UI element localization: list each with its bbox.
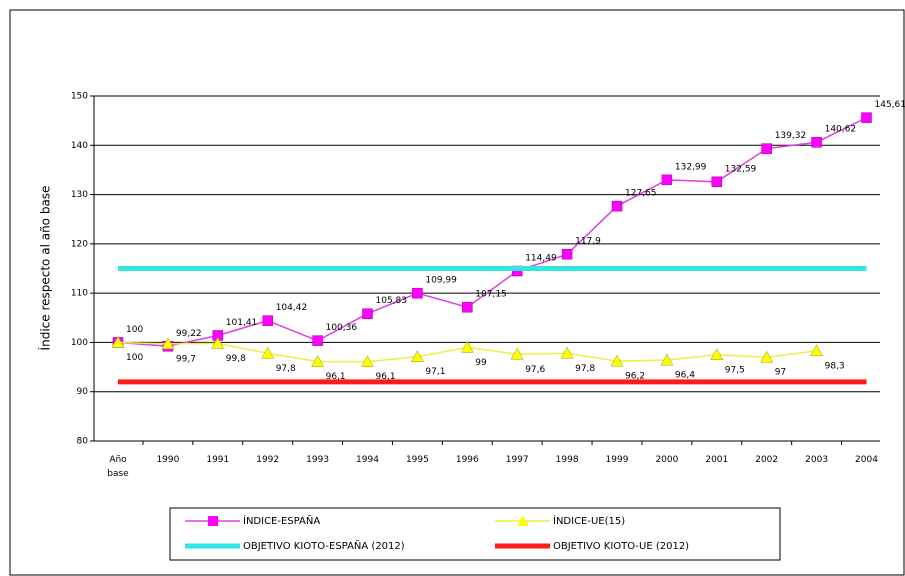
y-tick-label: 100 [71,338,88,348]
data-label: 100 [126,325,143,335]
series-line [117,116,867,348]
marker [262,315,273,326]
marker [510,347,524,360]
x-tick-label: 1996 [455,455,479,465]
data-label: 99 [475,358,487,368]
data-label: 96,1 [376,372,396,382]
data-label: 100,36 [326,323,358,333]
y-tick-label: 140 [71,141,88,151]
legend-label: OBJETIVO KIOTO-UE (2012) [553,541,689,552]
x-tick-label: 2000 [655,455,679,465]
legend-box [169,507,781,561]
marker [460,340,474,353]
x-tick-label: 2004 [855,455,878,465]
x-tick-label: Año base [107,455,129,479]
data-label: 99,7 [176,354,196,364]
marker [111,335,125,348]
legend-label: ÍNDICE-ESPAÑA [243,514,320,527]
data-label: 97,1 [425,367,445,377]
y-tick-label: 90 [77,387,89,397]
data-label: 132,59 [725,164,757,174]
data-label: 101,41 [226,318,257,328]
x-tick-label: 1990 [156,455,180,465]
marker [610,354,624,367]
y-tick-label: 110 [71,289,88,299]
legend-label: ÍNDICE-UE(15) [553,514,625,527]
marker [761,143,772,154]
marker [561,248,573,260]
data-label: 132,99 [675,162,707,172]
marker [462,301,473,313]
y-axis-label: Índice respecto al año base [38,186,53,351]
marker [362,308,373,319]
x-tick-label: 2001 [705,455,729,465]
data-label: 145,61 [875,100,905,110]
y-tick-label: 120 [71,239,88,249]
marker [311,355,325,367]
data-label: 104,42 [276,303,308,313]
legend-marker [517,515,529,526]
data-label: 140,62 [825,125,857,135]
marker [711,176,723,188]
data-label: 98,3 [825,361,845,371]
data-label: 99,8 [226,354,246,364]
marker [660,353,674,366]
data-label: 109,99 [425,276,457,286]
data-label: 97,8 [575,364,595,374]
x-tick-label: 1994 [356,455,379,465]
x-tick-label: 1991 [206,455,230,465]
marker [661,174,673,186]
x-tick-label: 2003 [805,455,829,465]
frame [9,9,905,576]
marker [211,336,225,349]
marker [410,350,424,362]
y-tick-label: 130 [71,190,88,200]
marker [312,335,323,346]
x-tick-label: 1995 [405,455,429,465]
marker [560,346,574,359]
marker [760,350,774,363]
marker [361,355,374,367]
data-label: 97 [775,368,786,378]
data-label: 114,49 [525,254,557,264]
marker [611,200,623,212]
marker [811,136,822,148]
data-label: 97,8 [276,364,296,374]
x-tick-label: 1999 [605,455,629,465]
data-label: 105,83 [376,296,408,306]
marker [710,348,724,360]
marker [861,112,872,123]
data-label: 117,9 [575,237,601,247]
data-label: 139,32 [775,131,807,141]
data-label: 97,5 [725,365,745,375]
x-tick-label: 1997 [505,455,529,465]
legend-label: OBJETIVO KIOTO-ESPAÑA (2012) [243,539,405,552]
x-tick-label: 2002 [755,455,779,465]
data-label: 99,22 [176,329,202,339]
data-label: 96,2 [625,372,645,382]
data-label: 107,15 [475,290,507,300]
data-label: 97,6 [525,365,545,375]
data-label: 100 [126,353,143,363]
marker [810,344,824,357]
data-label: 127,65 [625,189,657,199]
data-label: 96,4 [675,371,695,381]
marker [412,287,423,299]
x-tick-label: 1998 [555,455,579,465]
x-tick-label: 1993 [306,455,330,465]
y-tick-label: 80 [77,437,89,447]
marker [161,337,175,350]
marker [261,346,275,359]
x-tick-label: 1992 [256,455,280,465]
y-tick-label: 150 [71,92,88,102]
data-label: 96,1 [326,372,346,382]
legend-marker [208,516,218,526]
